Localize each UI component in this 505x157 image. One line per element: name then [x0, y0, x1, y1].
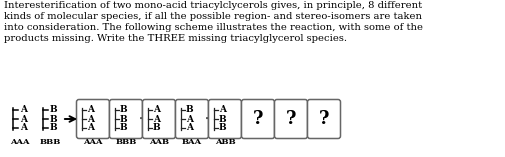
Text: AAB: AAB: [149, 138, 169, 146]
Text: A: A: [186, 124, 193, 133]
Text: Interesterification of two mono-acid triacylclycerols gives, in principle, 8 dif: Interesterification of two mono-acid tri…: [4, 1, 423, 43]
FancyBboxPatch shape: [110, 100, 142, 138]
Text: B: B: [50, 114, 58, 124]
FancyBboxPatch shape: [142, 100, 176, 138]
Text: A: A: [153, 106, 160, 114]
FancyBboxPatch shape: [209, 100, 241, 138]
Text: BAA: BAA: [182, 138, 202, 146]
Text: A: A: [20, 114, 27, 124]
Text: B: B: [120, 106, 128, 114]
Text: B: B: [153, 124, 161, 133]
Text: AAA: AAA: [10, 138, 30, 146]
FancyBboxPatch shape: [275, 100, 308, 138]
Text: A: A: [153, 114, 160, 124]
Text: A: A: [20, 106, 27, 114]
Text: B: B: [219, 124, 227, 133]
FancyBboxPatch shape: [308, 100, 340, 138]
Text: AAA: AAA: [83, 138, 103, 146]
Text: B: B: [120, 124, 128, 133]
Text: ?: ?: [319, 110, 329, 128]
Text: A: A: [87, 106, 94, 114]
FancyBboxPatch shape: [241, 100, 275, 138]
Text: BBB: BBB: [115, 138, 137, 146]
Text: ABB: ABB: [215, 138, 235, 146]
Text: B: B: [120, 114, 128, 124]
FancyBboxPatch shape: [176, 100, 209, 138]
Text: A: A: [20, 124, 27, 133]
Text: A: A: [219, 106, 226, 114]
Text: B: B: [219, 114, 227, 124]
Text: A: A: [87, 124, 94, 133]
Text: B: B: [50, 106, 58, 114]
Text: A: A: [87, 114, 94, 124]
Text: B: B: [50, 124, 58, 133]
Text: A: A: [186, 114, 193, 124]
Text: •: •: [205, 115, 209, 123]
Text: ?: ?: [253, 110, 263, 128]
Text: BBB: BBB: [39, 138, 61, 146]
Text: ?: ?: [286, 110, 296, 128]
FancyBboxPatch shape: [76, 100, 110, 138]
Text: B: B: [186, 106, 193, 114]
Text: •: •: [139, 115, 143, 123]
